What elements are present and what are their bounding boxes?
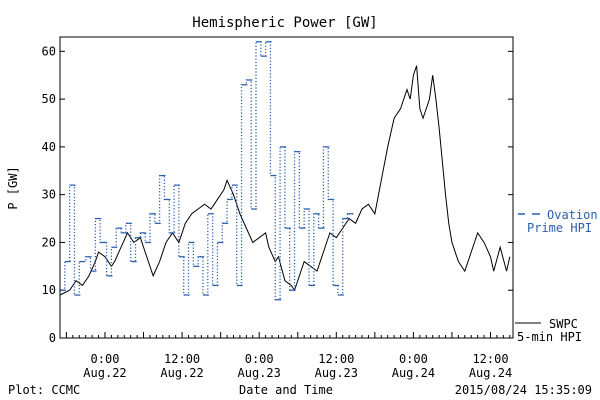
series-swpc <box>59 65 511 296</box>
y-axis-label: P [GW] <box>6 166 20 209</box>
y-tick-label: 40 <box>42 140 56 154</box>
legend-swpc: SWPC 5-min HPI <box>512 317 582 344</box>
legend-swpc-line1: SWPC <box>549 317 578 331</box>
x-tick-date-label: Aug.22 <box>160 366 203 380</box>
x-axis-ticks: 0:00Aug.2212:00Aug.220:00Aug.2312:00Aug.… <box>59 332 512 380</box>
x-tick-time-label: 0:00 <box>245 352 274 366</box>
x-tick-time-label: 0:00 <box>91 352 120 366</box>
legend-swpc-line2: 5-min HPI <box>517 330 582 344</box>
y-axis-ticks: 0 10 20 30 40 50 60 <box>42 44 513 345</box>
legend-ovation-line1: Ovation <box>547 208 598 222</box>
x-tick-time-label: 12:00 <box>164 352 200 366</box>
footer-plot-credit: Plot: CCMC <box>8 383 80 397</box>
x-tick-date-label: Aug.24 <box>469 366 512 380</box>
x-tick-time-label: 0:00 <box>399 352 428 366</box>
footer-timestamp: 2015/08/24 15:35:09 <box>455 383 592 397</box>
legend-ovation-line2: Prime HPI <box>527 221 592 235</box>
y-tick-label: 10 <box>42 283 56 297</box>
x-tick-date-label: Aug.22 <box>83 366 126 380</box>
series-ovation-prime <box>60 41 354 301</box>
legend-ovation: Ovation Prime HPI <box>518 208 598 235</box>
x-tick-time-label: 12:00 <box>318 352 354 366</box>
series-layer <box>59 41 511 301</box>
plot-frame <box>59 36 514 339</box>
x-tick-time-label: 12:00 <box>472 352 508 366</box>
y-tick-label: 30 <box>42 188 56 202</box>
y-tick-label: 20 <box>42 235 56 249</box>
x-tick-date-label: Aug.23 <box>315 366 358 380</box>
y-tick-label: 60 <box>42 44 56 58</box>
x-tick-date-label: Aug.24 <box>392 366 435 380</box>
chart-title: Hemispheric Power [GW] <box>192 15 377 31</box>
y-tick-label: 0 <box>49 331 56 345</box>
y-tick-label: 50 <box>42 92 56 106</box>
x-tick-date-label: Aug.23 <box>238 366 281 380</box>
x-axis-label: Date and Time <box>239 383 333 397</box>
